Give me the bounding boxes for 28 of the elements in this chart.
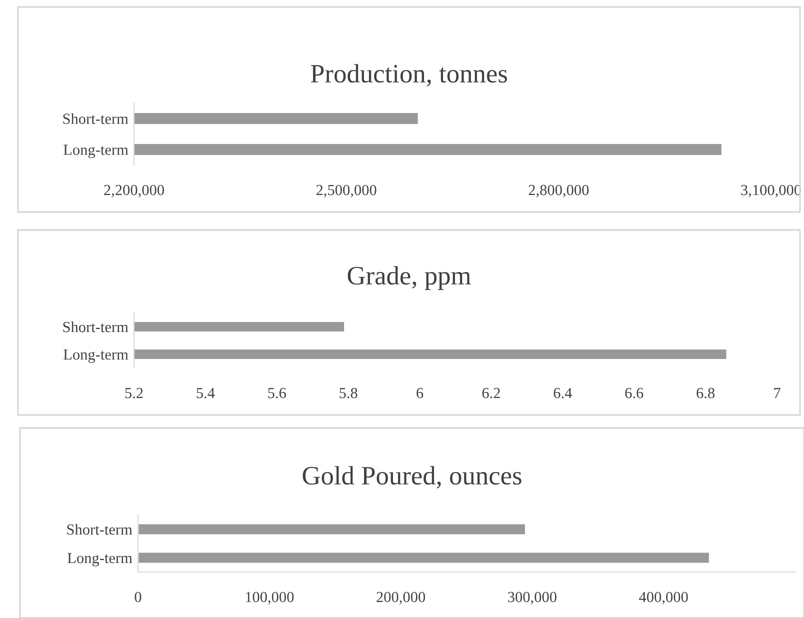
x-tick-label: 3,100,000 <box>741 184 801 198</box>
x-tick-label: 6 <box>416 388 424 398</box>
y-tick-label: Long-term <box>64 350 128 363</box>
y-tick-label: Long-term <box>64 144 128 158</box>
x-tick-label: 5.8 <box>340 388 358 398</box>
x-tick-label: 300,000 <box>508 592 556 604</box>
x-tick-label: 5.4 <box>196 388 215 398</box>
chart-title: Production, tonnes <box>310 64 507 86</box>
x-tick-label: 6.4 <box>554 388 572 398</box>
y-tick-label: Long-term <box>68 553 132 566</box>
y-tick-label: Short-term <box>63 113 128 124</box>
x-tick-label: 0 <box>134 592 142 602</box>
x-tick-label: 2,800,000 <box>528 184 589 198</box>
x-tick-label: 6.2 <box>482 388 500 398</box>
x-tick-label: 2,500,000 <box>316 184 376 198</box>
chart-title: Grade, ppm <box>348 266 471 290</box>
x-tick-label: 100,000 <box>246 592 294 604</box>
y-tick-label: Short-term <box>67 524 132 535</box>
x-tick-label: 200,000 <box>376 592 426 604</box>
x-tick-label: 6.8 <box>696 388 715 398</box>
x-tick-label: 400,000 <box>639 592 688 604</box>
x-tick-label: 2,200,000 <box>104 184 164 198</box>
x-tick-label: 5.6 <box>268 388 286 398</box>
y-tick-label: Short-term <box>63 321 128 332</box>
chart-title: Gold Poured, ounces <box>302 466 522 488</box>
x-tick-label: 5.2 <box>125 388 143 398</box>
x-tick-label: 6.6 <box>625 388 644 398</box>
x-tick-label: 7 <box>774 388 780 398</box>
